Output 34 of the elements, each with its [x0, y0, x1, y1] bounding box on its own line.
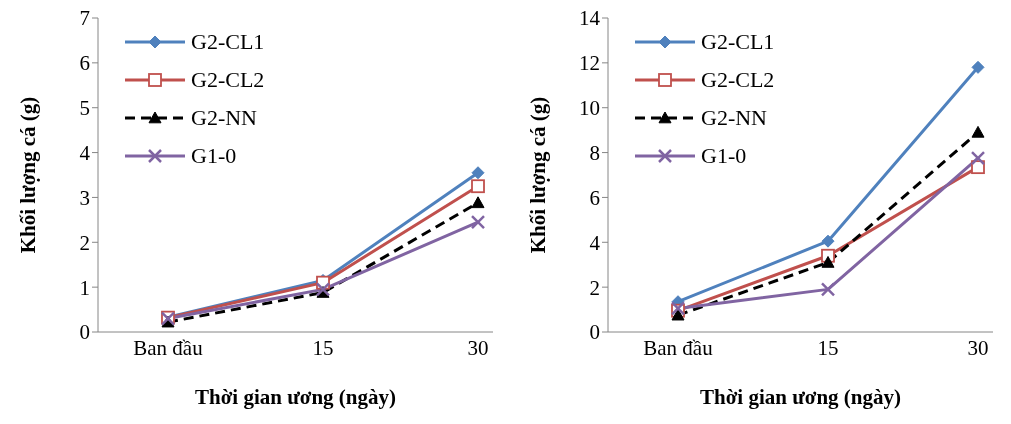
y-tick-label: 6 [589, 185, 600, 210]
legend-label: G2-NN [701, 105, 767, 131]
y-tick-label: 7 [79, 6, 90, 31]
x-axis-title: Thời gian ương (ngày) [700, 385, 901, 409]
y-tick-label: 1 [79, 275, 90, 300]
x-tick-label: 15 [817, 335, 839, 360]
y-axis-title: Khối lượng cá (g) [16, 96, 41, 254]
x-tick-label: 30 [467, 335, 489, 360]
legend-label: G2-CL1 [701, 29, 775, 55]
y-tick-label: 4 [79, 141, 91, 166]
y-tick-label: 0 [79, 320, 90, 345]
x-tick-label: 15 [312, 335, 334, 360]
x-axis-title: Thời gian ương (ngày) [195, 385, 396, 409]
y-tick-label: 6 [79, 51, 90, 76]
legend-label: G2-CL1 [191, 29, 265, 55]
legend-label: G2-NN [191, 105, 257, 131]
y-tick-label: 14 [579, 6, 601, 31]
x-tick-label: Ban đầu [643, 335, 714, 360]
legend-label: G1-0 [191, 143, 237, 169]
y-tick-label: 0 [589, 320, 600, 345]
y-tick-label: 8 [589, 141, 600, 166]
x-tick-label: Ban đầu [133, 335, 204, 360]
y-tick-label: 2 [79, 230, 90, 255]
y-tick-label: 2 [589, 275, 600, 300]
legend-label: G1-0 [701, 143, 747, 169]
y-tick-label: 4 [589, 230, 601, 255]
y-axis-title: Khối lượng cá (g) [526, 96, 551, 254]
y-tick-label: 3 [79, 185, 90, 210]
legend-label: G2-CL2 [701, 67, 775, 93]
y-tick-label: 12 [579, 51, 600, 76]
y-tick-label: 10 [579, 96, 600, 121]
y-tick-label: 5 [79, 96, 90, 121]
legend-label: G2-CL2 [191, 67, 265, 93]
x-tick-label: 30 [967, 335, 989, 360]
